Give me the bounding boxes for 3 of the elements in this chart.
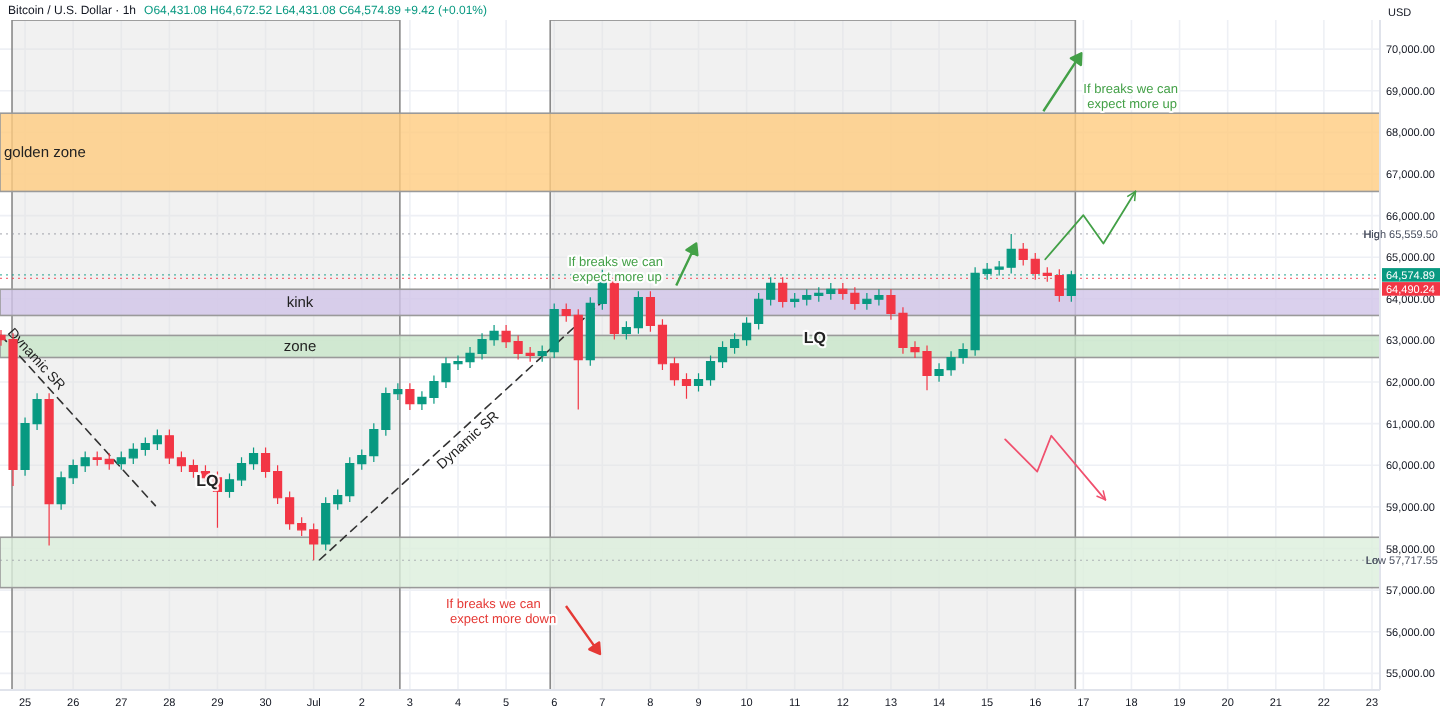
candlestick [405, 382, 415, 411]
candlestick [44, 392, 54, 547]
annotation: LQ [803, 329, 826, 348]
